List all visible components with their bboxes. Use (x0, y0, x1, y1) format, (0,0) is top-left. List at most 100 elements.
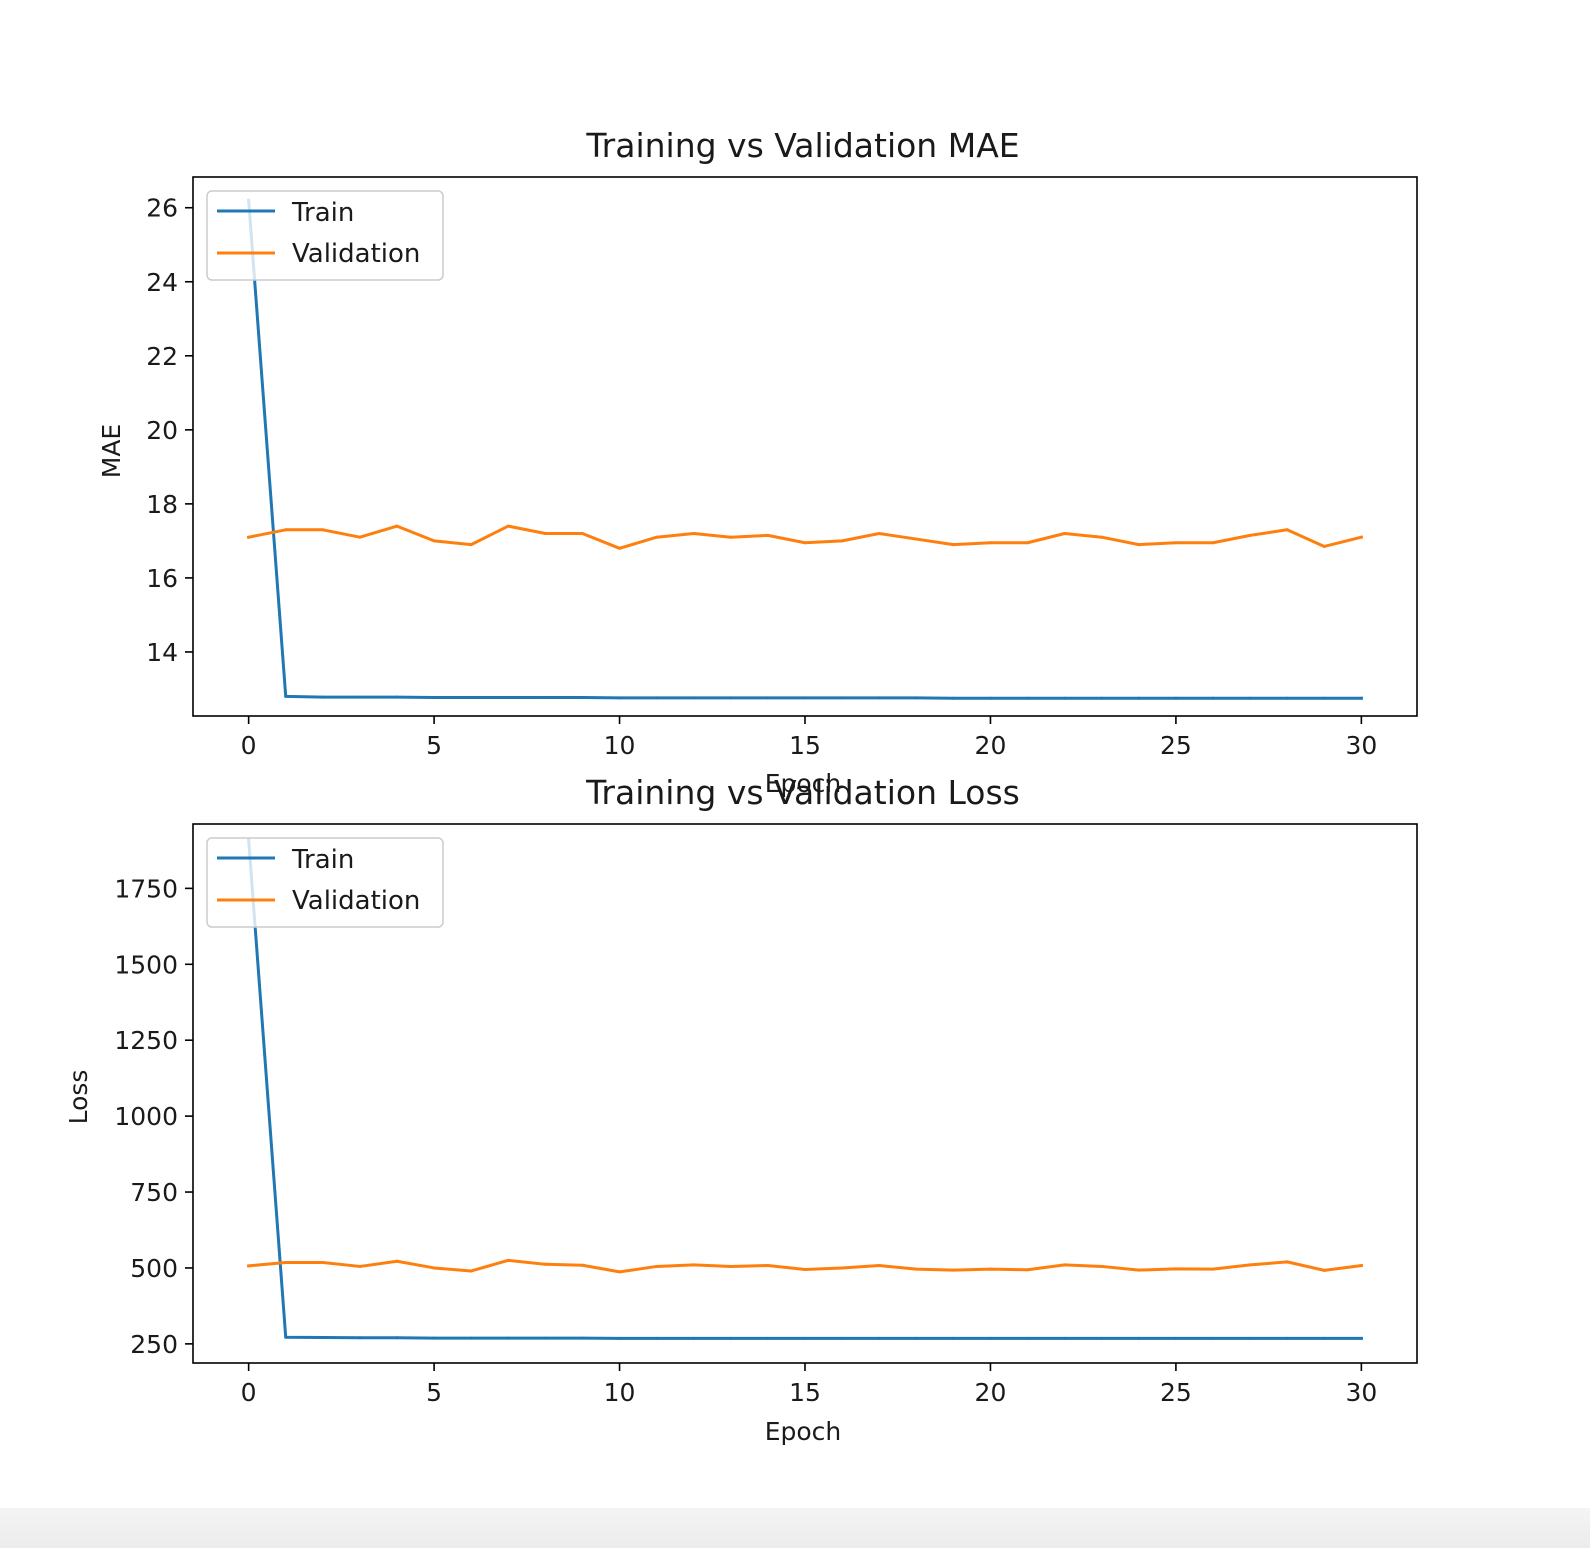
loss-x-tick-label: 30 (1345, 1378, 1377, 1407)
mae-train-point (1285, 696, 1289, 700)
loss-y-axis-label: Loss (64, 1070, 93, 1125)
loss-train-point (358, 1336, 362, 1340)
loss-train-point (1137, 1336, 1141, 1340)
loss-y-tick-label: 250 (130, 1330, 178, 1359)
mae-train-point (395, 695, 399, 699)
loss-train-point (914, 1336, 918, 1340)
mae-train-point (358, 695, 362, 699)
mae-validation-point (1285, 528, 1289, 532)
loss-validation-point (284, 1260, 288, 1264)
mae-validation-point (284, 528, 288, 532)
mae-validation-point (543, 532, 547, 535)
mae-y-ticks: 14 16 18 20 22 24 26 (146, 194, 193, 667)
loss-validation-point (1248, 1263, 1252, 1267)
mae-x-tick-label: 25 (1160, 731, 1192, 760)
loss-validation-point (1211, 1267, 1215, 1271)
loss-validation-point (951, 1268, 955, 1272)
mae-validation-point (580, 532, 584, 535)
mae-x-axis-label: Epoch (765, 769, 842, 798)
mae-validation-point (914, 537, 918, 541)
loss-y-ticks: 250 500 750 1000 1250 1500 1750 (114, 874, 193, 1359)
mae-validation-point (618, 546, 622, 550)
mae-validation-point (247, 535, 251, 539)
loss-chart-title: Training vs Validation Loss (585, 773, 1020, 812)
mae-train-point (469, 695, 473, 699)
loss-x-tick-label: 0 (241, 1378, 257, 1407)
mae-validation-point (1359, 535, 1363, 539)
mae-train-point (1174, 696, 1178, 700)
loss-train-point (284, 1335, 288, 1339)
mae-train-point (1359, 696, 1363, 700)
loss-train-point (1026, 1336, 1030, 1340)
loss-x-tick-label: 5 (426, 1378, 442, 1407)
loss-validation-point (1063, 1263, 1067, 1267)
loss-y-tick-label: 1250 (114, 1026, 178, 1055)
mae-x-tick-label: 15 (789, 731, 821, 760)
loss-validation-point (247, 1264, 251, 1268)
mae-validation-point (395, 524, 399, 528)
loss-train-point (543, 1336, 547, 1340)
loss-x-tick-label: 20 (975, 1378, 1007, 1407)
loss-train-point (506, 1336, 510, 1340)
loss-train-point (432, 1336, 436, 1340)
loss-legend-box (206, 837, 444, 928)
loss-train-point (1285, 1336, 1289, 1340)
mae-validation-point (1248, 533, 1252, 537)
mae-train-point (580, 695, 584, 699)
loss-validation-point (877, 1264, 881, 1268)
mae-validation-point (1174, 541, 1178, 545)
loss-series-layer (247, 838, 1364, 1340)
mae-train-point (1063, 696, 1067, 700)
mae-train-point (1322, 696, 1326, 700)
mae-validation-point (692, 532, 696, 535)
loss-train-point (840, 1336, 844, 1340)
loss-train-point (395, 1336, 399, 1340)
loss-train-point (1322, 1336, 1326, 1340)
mae-train-point (655, 696, 659, 700)
mae-validation-point (988, 541, 992, 545)
mae-validation-point (506, 524, 510, 528)
loss-validation-point (988, 1267, 992, 1271)
loss-validation-point (803, 1267, 807, 1271)
mae-validation-point (358, 535, 362, 539)
loss-chart: Training vs Validation Loss Loss Epoch 0… (64, 773, 1418, 1446)
mae-train-point (618, 696, 622, 700)
mae-x-tick-label: 5 (426, 731, 442, 760)
loss-train-point (1359, 1336, 1363, 1340)
loss-train-point (1100, 1336, 1104, 1340)
mae-y-tick-label: 16 (146, 564, 178, 593)
loss-validation-point (729, 1264, 733, 1268)
mae-y-tick-label: 18 (146, 490, 178, 519)
loss-train-point (951, 1336, 955, 1340)
loss-train-point (1174, 1336, 1178, 1340)
mae-validation-point (432, 539, 436, 543)
loss-train-point (766, 1336, 770, 1340)
mae-y-tick-label: 26 (146, 194, 178, 223)
loss-validation-point (1100, 1264, 1104, 1268)
loss-train-point (692, 1336, 696, 1340)
loss-train-point (729, 1336, 733, 1340)
loss-validation-point (321, 1260, 325, 1264)
mae-y-tick-label: 14 (146, 638, 178, 667)
mae-validation-point (469, 543, 473, 547)
mae-legend: Train Validation (206, 190, 444, 281)
loss-validation-point (1359, 1264, 1363, 1268)
mae-x-tick-label: 0 (241, 731, 257, 760)
mae-train-point (321, 695, 325, 699)
loss-validation-point (580, 1263, 584, 1267)
loss-validation-point (914, 1267, 918, 1271)
mae-train-point (914, 696, 918, 700)
mae-validation-point (1063, 532, 1067, 535)
loss-validation-point (766, 1264, 770, 1268)
loss-validation-point (655, 1264, 659, 1268)
mae-legend-train-label: Train (291, 198, 354, 228)
mae-validation-point (766, 533, 770, 537)
mae-train-point (988, 696, 992, 700)
mae-validation-point (1026, 541, 1030, 545)
loss-validation-point (1026, 1268, 1030, 1272)
loss-train-point (1211, 1336, 1215, 1340)
mae-validation-point (1137, 543, 1141, 547)
mae-train-point (840, 696, 844, 700)
loss-x-axis-label: Epoch (765, 1417, 842, 1446)
